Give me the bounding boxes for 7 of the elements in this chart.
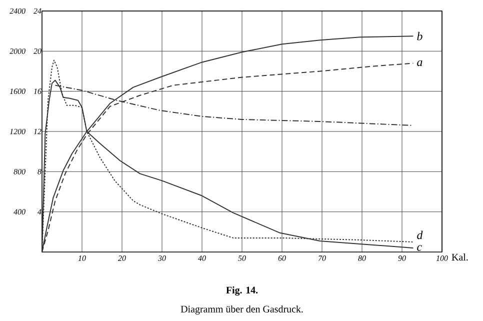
text: Diagramm über den Gasdruck. xyxy=(180,305,303,315)
series-label: a xyxy=(417,60,422,66)
series-label: c xyxy=(417,245,422,251)
x-axis-title: Kal. xyxy=(452,254,468,261)
text: Fig. 14. xyxy=(226,286,258,296)
series-label: d xyxy=(417,230,423,240)
series-label: b xyxy=(417,32,422,40)
